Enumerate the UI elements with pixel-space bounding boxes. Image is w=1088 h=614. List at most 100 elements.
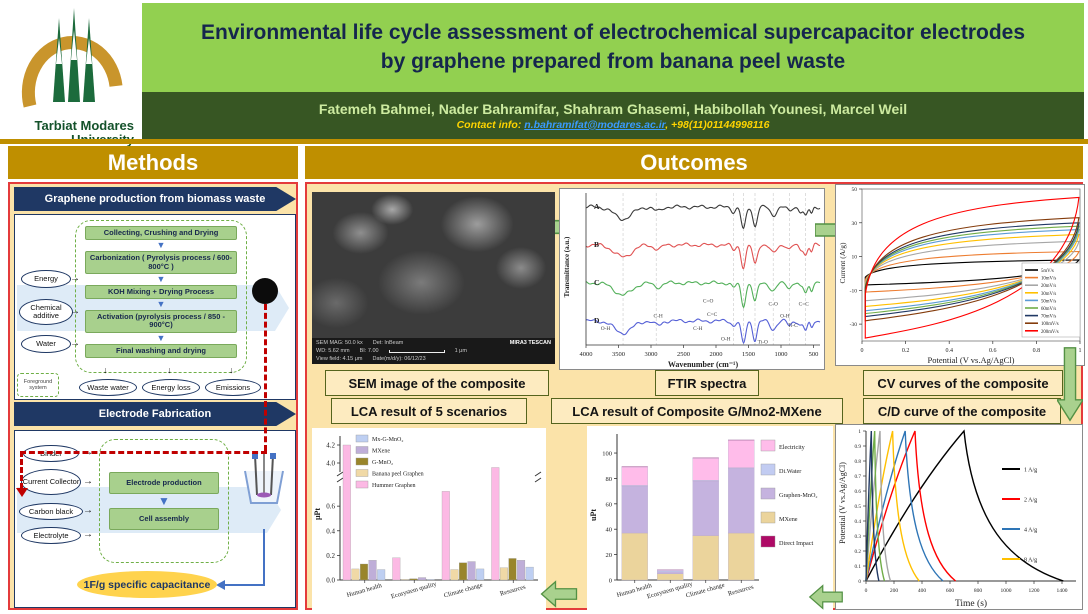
red-connector-h xyxy=(20,451,267,454)
flow1-step-1: Collecting, Crushing and Drying xyxy=(85,226,237,241)
rect-shape xyxy=(450,569,459,581)
label-lca5: LCA result of 5 scenarios xyxy=(331,398,527,424)
blue-connector-h xyxy=(225,584,265,586)
text-shape: 60 xyxy=(606,501,613,508)
text-shape: C=C xyxy=(707,312,718,318)
rect-shape xyxy=(355,457,369,466)
rect-shape xyxy=(342,444,351,581)
text-shape: 30 xyxy=(852,221,858,227)
arrow-right-icon: → xyxy=(70,273,80,284)
arrow-right-icon: → xyxy=(70,306,80,317)
path-shape xyxy=(864,225,1080,315)
text-shape: Direct Impact xyxy=(779,540,813,547)
path-shape xyxy=(864,217,1080,322)
label-ftir: FTIR spectra xyxy=(655,370,759,396)
rect-shape xyxy=(760,511,776,524)
path-shape xyxy=(864,240,1080,302)
rect-shape xyxy=(760,487,776,500)
rect-shape xyxy=(692,480,719,536)
rect-shape xyxy=(377,569,386,581)
authors-line: Fatemeh Bahmei, Nader Bahramifar, Shahra… xyxy=(318,100,908,117)
contact-line: Contact info: n.bahramifat@modares.ac.ir… xyxy=(457,119,770,131)
rect-shape xyxy=(360,563,368,581)
rect-shape xyxy=(517,560,526,581)
text-shape: 500 xyxy=(809,351,819,358)
path-shape xyxy=(585,280,821,309)
text-shape: 1400 xyxy=(1057,588,1068,594)
arrow-down-thin-icon: ↓ xyxy=(229,365,234,375)
text-shape: C-H xyxy=(693,326,702,332)
arrow-down-icon: ▼ xyxy=(158,494,170,508)
cv-chart: 0 0.2 0.4 0.6 0.8 1 50 30 10 -10 -30 5mV/s 10mV/s 20m… xyxy=(835,184,1085,366)
text-shape: 0.4 xyxy=(326,527,335,535)
flow2-input-electrolyte: Electrolyte xyxy=(21,527,81,544)
text-shape: 0 xyxy=(609,578,612,585)
path-shape xyxy=(865,430,880,582)
text-shape: Ti-C xyxy=(788,323,798,329)
rect-shape xyxy=(355,469,369,477)
text-shape: 0 xyxy=(865,588,868,594)
rect-shape xyxy=(760,439,776,452)
ftir-chart: A B C D 4000 3500 3000 2500 2000 1500 1000 500 Waven… xyxy=(559,188,825,370)
path-shape xyxy=(864,196,1080,339)
contact-email-link[interactable]: n.bahramifat@modares.ac.ir xyxy=(524,118,666,131)
flow2-banner: Electrode Fabrication xyxy=(14,402,296,426)
rect-shape xyxy=(657,573,684,581)
text-shape: 0.4 xyxy=(855,519,862,525)
text-shape: MXene xyxy=(779,516,798,523)
text-shape: 100 xyxy=(602,451,612,458)
rect-shape xyxy=(657,571,684,574)
rect-shape xyxy=(368,560,377,581)
text-shape: Graphen-MnO₂ xyxy=(779,492,818,499)
path-shape xyxy=(865,430,957,582)
rect-shape xyxy=(355,480,369,489)
text-shape: 0.6 xyxy=(326,503,335,511)
text-shape: MXene xyxy=(372,449,390,455)
text-shape: Resources xyxy=(727,583,755,597)
authors-bar: Fatemeh Bahmei, Nader Bahramifar, Shahra… xyxy=(142,92,1084,139)
text-shape: 5mV/s xyxy=(1041,269,1054,274)
flow2-box: Binder Current Collector Carbon black El… xyxy=(14,430,296,608)
text-shape: 3000 xyxy=(645,351,658,358)
path-shape xyxy=(864,228,1080,312)
red-connector-v1 xyxy=(264,304,267,451)
arrow-right-icon: → xyxy=(83,476,93,487)
line-shape xyxy=(534,471,542,477)
path-shape xyxy=(864,250,1080,293)
rect-shape xyxy=(351,568,360,581)
text-shape: μPt xyxy=(313,508,322,520)
sem-brand: MIRA3 TESCAN xyxy=(509,340,551,346)
graphene-product-dot xyxy=(252,278,278,304)
sem-viewfield: View field: 4.15 μm xyxy=(316,356,363,362)
label-sem-image: SEM image of the composite xyxy=(325,370,549,396)
arrow-right-icon: → xyxy=(83,505,93,516)
text-shape: 0.2 xyxy=(902,348,910,354)
text-shape: Current (A/g) xyxy=(838,242,847,284)
title-line-1: Environmental life cycle assessment of e… xyxy=(200,21,1026,45)
text-shape: 0 xyxy=(861,348,864,354)
sem-det: Det: InBeam xyxy=(372,340,404,346)
sem-scale-label: 1 μm xyxy=(454,348,467,354)
text-shape: 0.5 xyxy=(855,504,862,510)
text-shape: 1 xyxy=(1079,348,1082,354)
path-shape xyxy=(864,234,1080,308)
rect-shape xyxy=(459,562,467,581)
red-connector-arrowhead xyxy=(16,488,28,497)
rect-shape xyxy=(621,532,648,581)
rect-shape xyxy=(491,467,500,581)
text-shape: 1000 xyxy=(1001,588,1012,594)
flow2-input-carbonblack: Carbon black xyxy=(19,503,83,520)
flow1-input-energy: Energy xyxy=(21,270,71,288)
text-shape: 0.3 xyxy=(855,534,862,540)
line-shape xyxy=(336,471,344,477)
rect-shape xyxy=(355,434,369,443)
rect-shape xyxy=(621,466,648,486)
arrow-down-icon: ▼ xyxy=(156,332,166,343)
text-shape: Potential (V vs.Ag/AgCl) xyxy=(928,355,1015,365)
text-shape: Resources xyxy=(499,583,527,597)
text-shape: 200 xyxy=(890,588,899,594)
title-line-2: by graphene prepared from banana peel wa… xyxy=(380,49,846,73)
sem-date: Date(m/d/y): 06/12/23 xyxy=(372,356,426,362)
